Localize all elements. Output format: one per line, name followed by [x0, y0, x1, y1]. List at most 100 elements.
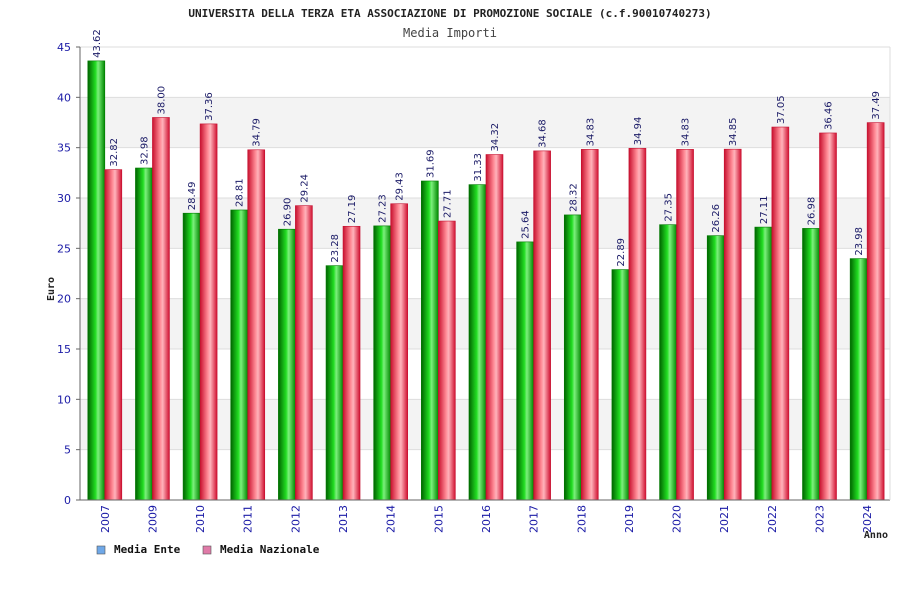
y-tick-label: 40	[57, 91, 71, 104]
bar-media-ente	[611, 269, 630, 501]
chart-title: UNIVERSITA DELLA TERZA ETA ASSOCIAZIONE …	[188, 7, 711, 20]
value-label: 23.28	[330, 234, 341, 263]
y-axis-label: Euro	[46, 277, 57, 301]
value-label: 26.26	[711, 204, 722, 233]
bar-media-nazionale	[247, 149, 266, 501]
value-label: 31.33	[473, 153, 484, 182]
axes	[79, 47, 891, 501]
x-tick-label: 2013	[337, 505, 350, 533]
bar-media-nazionale	[866, 122, 885, 501]
bar-media-nazionale	[771, 126, 790, 501]
value-label: 37.36	[204, 92, 215, 121]
value-label: 27.11	[759, 195, 770, 224]
value-label: 34.32	[490, 123, 501, 152]
value-label: 38.00	[156, 86, 167, 115]
x-tick-label: 2015	[432, 505, 445, 533]
value-label: 26.98	[807, 197, 818, 226]
bars	[87, 60, 885, 501]
bar-media-ente	[278, 228, 296, 501]
bar-media-nazionale	[390, 203, 408, 501]
bar-media-nazionale	[438, 220, 456, 501]
x-tick-label: 2012	[289, 505, 302, 533]
value-label: 27.35	[664, 193, 675, 222]
bar-media-ente	[230, 209, 249, 501]
bar-media-ente	[135, 167, 153, 501]
x-tick-label: 2024	[861, 505, 874, 533]
value-label: 28.81	[235, 178, 246, 207]
x-axis-ticks: 2007 2009 2010 2011 2012 2013 2014 2015 2016 2017…	[99, 505, 874, 533]
value-label: 32.82	[109, 138, 120, 167]
value-label: 34.94	[633, 117, 644, 146]
value-label: 36.46	[824, 101, 835, 130]
bar-media-ente	[754, 226, 773, 501]
bar-media-ente	[373, 225, 391, 501]
x-tick-label: 2007	[99, 505, 112, 533]
x-tick-label: 2020	[671, 505, 684, 533]
y-tick-label: 20	[57, 293, 71, 306]
value-label: 26.90	[282, 198, 293, 227]
value-label: 28.49	[187, 182, 198, 211]
bar-media-nazionale	[533, 150, 551, 501]
bar-media-nazionale	[199, 123, 218, 501]
bar-media-ente	[706, 235, 725, 501]
value-label: 34.83	[585, 118, 596, 147]
y-tick-label: 35	[57, 142, 71, 155]
value-label: 29.24	[299, 174, 310, 203]
value-label: 34.79	[252, 118, 263, 147]
legend-label-nazionale: Media Nazionale	[220, 543, 320, 556]
bar-media-nazionale	[628, 147, 647, 501]
value-label: 23.98	[854, 227, 865, 256]
bar-media-ente	[87, 60, 106, 501]
value-label: 32.98	[139, 136, 150, 165]
value-label: 37.05	[776, 95, 787, 124]
x-tick-label: 2018	[575, 505, 588, 533]
x-tick-label: 2009	[146, 505, 159, 533]
x-tick-label: 2022	[766, 505, 779, 533]
bar-media-ente	[659, 224, 677, 501]
bar-media-nazionale	[723, 148, 742, 501]
bar-media-ente	[802, 228, 820, 501]
y-tick-label: 15	[57, 343, 71, 356]
value-label: 22.89	[616, 238, 627, 267]
value-label: 28.32	[568, 183, 579, 212]
bar-media-ente	[516, 241, 534, 501]
bar-media-ente	[421, 180, 439, 501]
bar-media-nazionale	[152, 117, 170, 501]
value-label: 25.64	[521, 210, 532, 239]
bar-media-nazionale	[104, 169, 123, 501]
y-tick-label: 10	[57, 393, 71, 406]
y-tick-label: 45	[57, 41, 71, 54]
x-tick-label: 2010	[194, 505, 207, 533]
x-tick-label: 2023	[814, 505, 827, 533]
x-tick-label: 2016	[480, 505, 493, 533]
legend-label-ente: Media Ente	[114, 543, 181, 556]
y-tick-label: 30	[57, 192, 71, 205]
bar-media-nazionale	[580, 149, 599, 501]
value-label: 29.43	[395, 172, 406, 201]
y-tick-label: 0	[64, 494, 71, 507]
value-label: 34.83	[681, 118, 692, 147]
value-label: 27.19	[347, 195, 358, 224]
bar-media-ente	[468, 184, 487, 501]
x-tick-label: 2014	[385, 505, 398, 533]
bar-media-nazionale	[342, 225, 361, 501]
x-tick-label: 2019	[623, 505, 636, 533]
bar-media-nazionale	[295, 205, 313, 501]
value-label: 43.62	[92, 29, 103, 58]
value-label: 27.23	[378, 194, 389, 223]
bar-media-ente	[182, 212, 201, 501]
bar-media-nazionale	[676, 149, 694, 501]
value-label: 27.71	[442, 189, 453, 218]
legend: Media Ente Media Nazionale	[96, 543, 320, 556]
bar-media-ente	[325, 265, 344, 501]
bar-media-ente	[849, 258, 868, 501]
y-tick-label: 25	[57, 242, 71, 255]
value-label: 37.49	[871, 91, 882, 120]
x-tick-label: 2017	[528, 505, 541, 533]
x-axis-label: Anno	[864, 530, 888, 541]
legend-swatch-ente	[96, 545, 106, 555]
legend-swatch-nazionale	[202, 545, 212, 555]
bar-media-ente	[563, 214, 582, 501]
bar-media-nazionale	[819, 132, 837, 501]
